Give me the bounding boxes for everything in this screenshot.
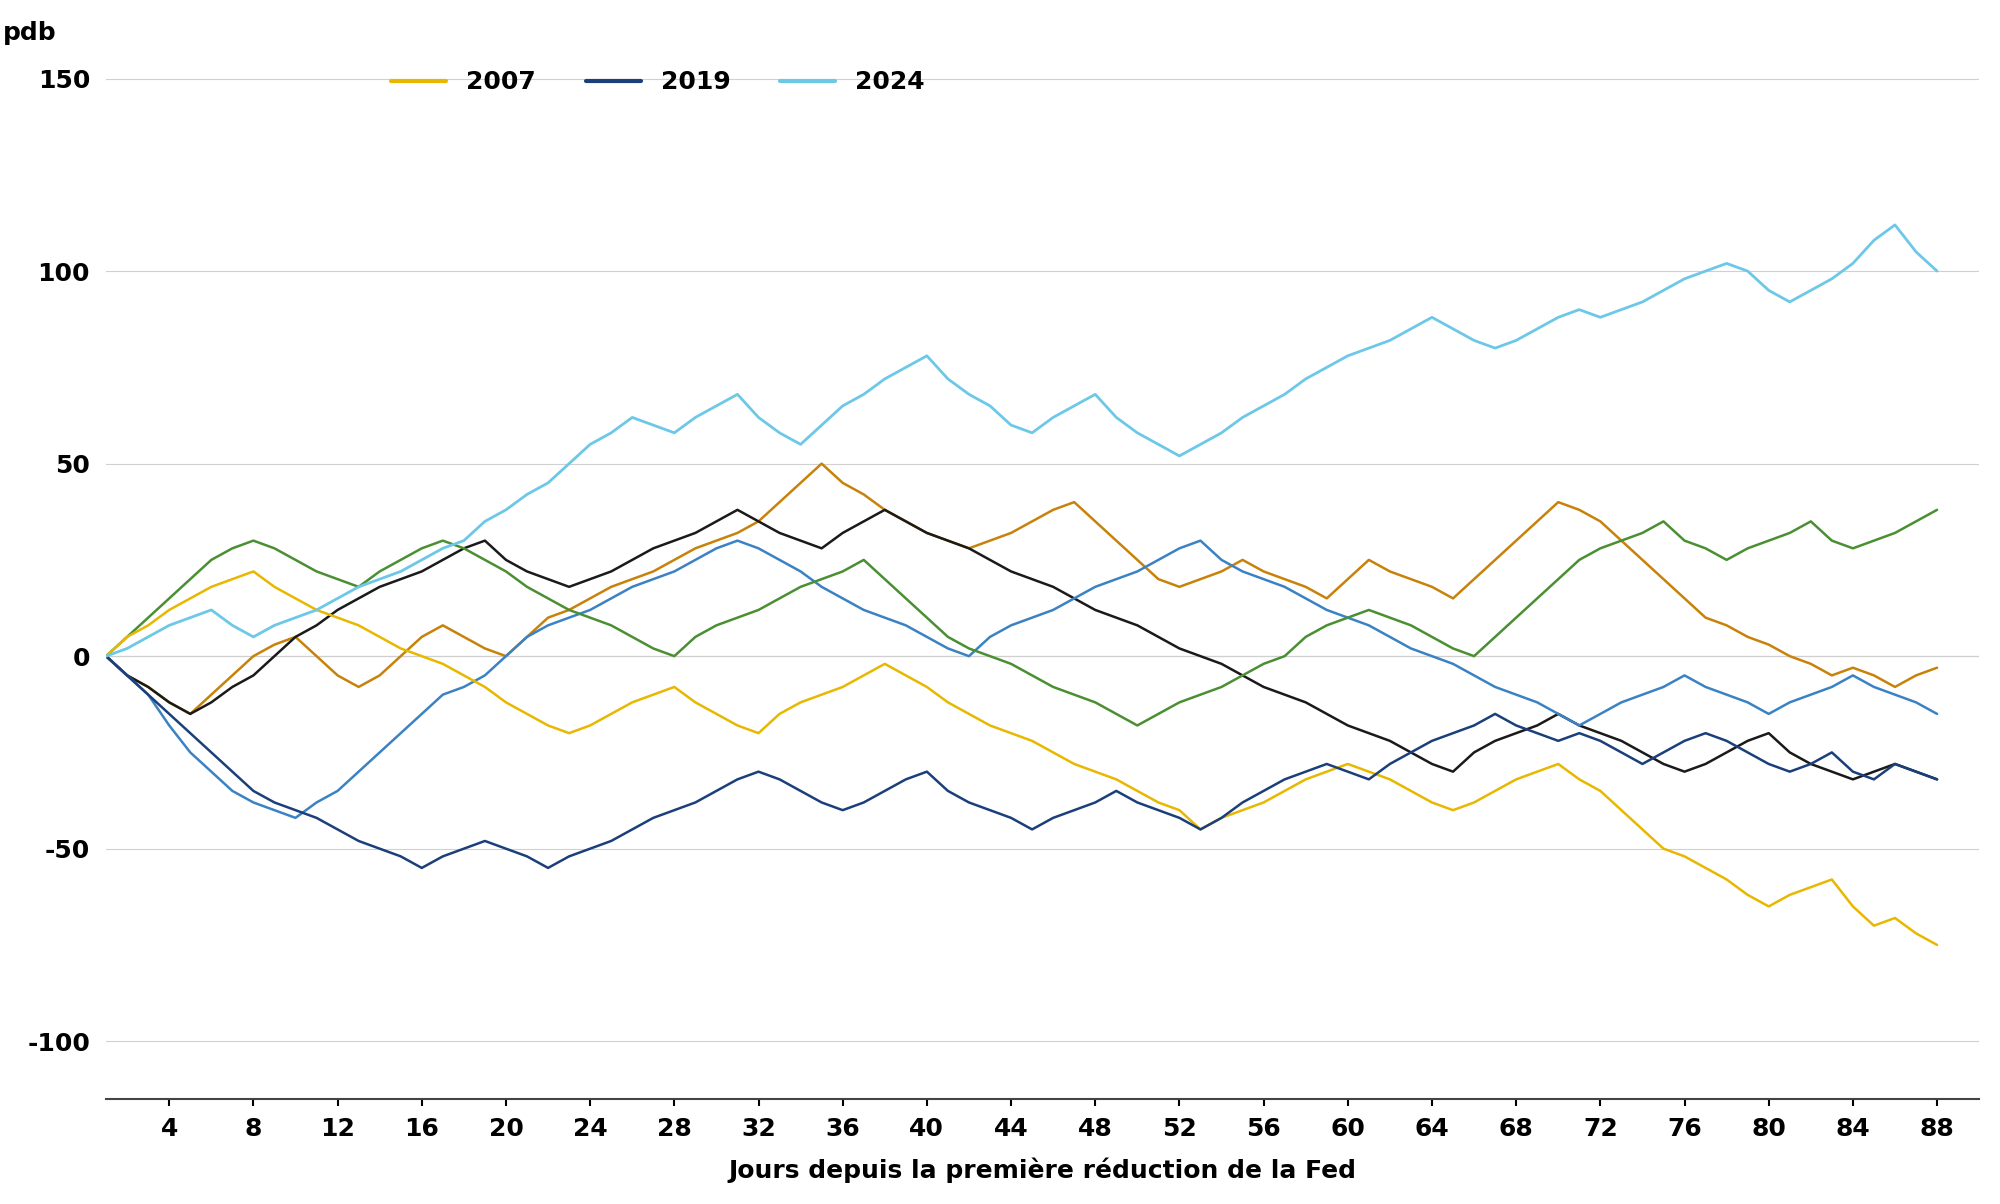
- X-axis label: Jours depuis la première réduction de la Fed: Jours depuis la première réduction de la…: [728, 1158, 1356, 1184]
- Legend: 2007, 2019, 2024: 2007, 2019, 2024: [380, 60, 934, 105]
- Text: pdb: pdb: [4, 20, 56, 45]
